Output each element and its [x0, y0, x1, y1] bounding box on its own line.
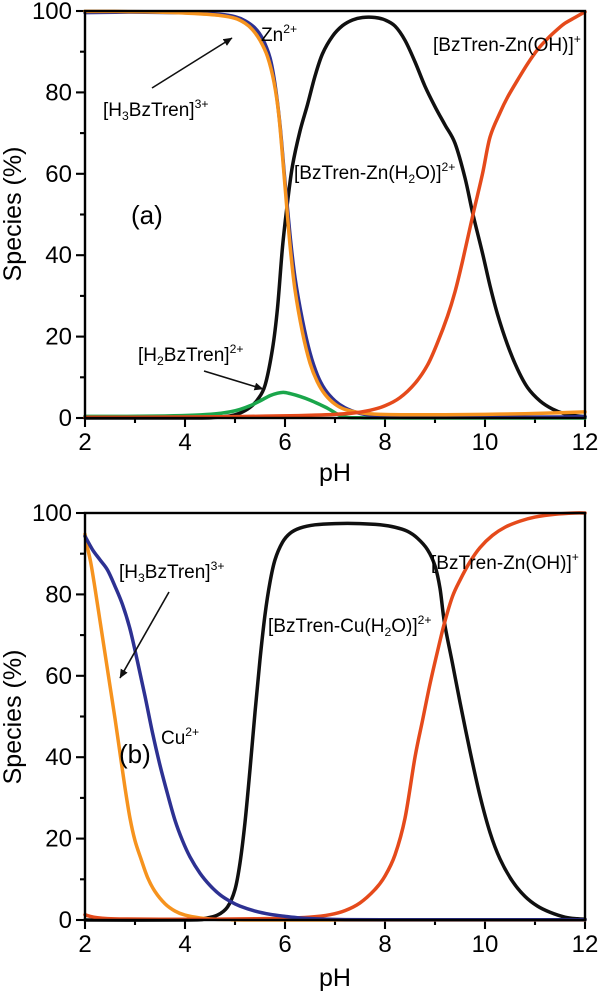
plot-frame-b [83, 511, 587, 922]
annotation-h2bztren-label: [H2BzTren]2+ [138, 342, 243, 368]
curve-h3bztren-3plus [83, 9, 587, 417]
curve-cu-2plus [83, 534, 587, 922]
annotation-bztren-zn-oh-label: [BzTren-Zn(OH)]+ [433, 32, 581, 56]
curve-bztren-zn-oh-plus [83, 10, 587, 419]
y-axis-title-a: Species (%) [0, 147, 27, 282]
annotation-panel-letter: (b) [119, 739, 151, 769]
plot-frame-a [83, 9, 587, 420]
x-tick-label-10: 10 [472, 931, 499, 958]
y-tick-label-0: 0 [59, 907, 72, 934]
panel-a: 2 4 6 8 10 12 0 20 40 60 80 100 pH Species (%) Zn2+ [H3… [0, 0, 598, 487]
annotation-bztren-zn-oh-label: [BzTren-Zn(OH)]+ [431, 550, 579, 574]
y-axis-ticks-b: 0 20 40 60 80 100 [32, 500, 85, 934]
x-tick-label-2: 2 [78, 931, 91, 958]
annotation-arrow [203, 370, 264, 391]
x-axis-ticks-b: 2 4 6 8 10 12 [78, 920, 598, 958]
x-tick-label-6: 6 [278, 931, 291, 958]
x-tick-label-12: 12 [572, 429, 599, 456]
x-axis-ticks-a: 2 4 6 8 10 12 [78, 418, 598, 456]
x-tick-label-8: 8 [378, 931, 391, 958]
y-axis-title-b: Species (%) [0, 650, 27, 785]
x-tick-label-10: 10 [472, 429, 499, 456]
annotation-h3bztren-label: [H3BzTren]3+ [103, 97, 208, 123]
x-tick-label-12: 12 [572, 931, 599, 958]
y-tick-label-100: 100 [32, 0, 72, 25]
annotation-arrow [151, 37, 233, 89]
y-tick-label-80: 80 [45, 581, 72, 608]
x-tick-label-8: 8 [378, 429, 391, 456]
y-tick-label-100: 100 [32, 500, 72, 527]
y-tick-label-80: 80 [45, 79, 72, 106]
panel-b: 2 4 6 8 10 12 0 20 40 60 80 100 pH Species (%) [H3BzTr… [0, 500, 598, 992]
y-tick-label-20: 20 [45, 324, 72, 351]
annotation-cu-label: Cu2+ [161, 725, 199, 749]
curve-bztren-zn-h2o-2plus [83, 15, 587, 420]
x-tick-label-2: 2 [78, 429, 91, 456]
y-tick-label-20: 20 [45, 826, 72, 853]
x-axis-title-a: pH [319, 459, 351, 487]
curve-bztren-cu-h2o-2plus [83, 521, 587, 922]
annotation-zn-label: Zn2+ [261, 22, 297, 46]
y-tick-label-0: 0 [59, 405, 72, 432]
y-tick-label-60: 60 [45, 161, 72, 188]
annotation-bztren-zn-h2o-label: [BzTren-Zn(H2O)]2+ [294, 160, 455, 186]
x-axis-title-b: pH [319, 964, 351, 992]
annotation-h3bztren-label: [H3BzTren]3+ [119, 559, 224, 585]
annotation-bztren-cu-h2o-label: [BzTren-Cu(H2O)]2+ [268, 613, 432, 639]
y-tick-label-40: 40 [45, 242, 72, 269]
annotation-arrow [119, 591, 170, 679]
x-tick-label-6: 6 [278, 429, 291, 456]
curve-h3bztren-3plus [83, 532, 587, 922]
x-tick-label-4: 4 [178, 429, 191, 456]
y-tick-label-60: 60 [45, 663, 72, 690]
annotation-panel-letter: (a) [131, 200, 163, 230]
y-axis-ticks-a: 0 20 40 60 80 100 [32, 0, 85, 432]
y-tick-label-40: 40 [45, 744, 72, 771]
x-tick-label-4: 4 [178, 931, 191, 958]
